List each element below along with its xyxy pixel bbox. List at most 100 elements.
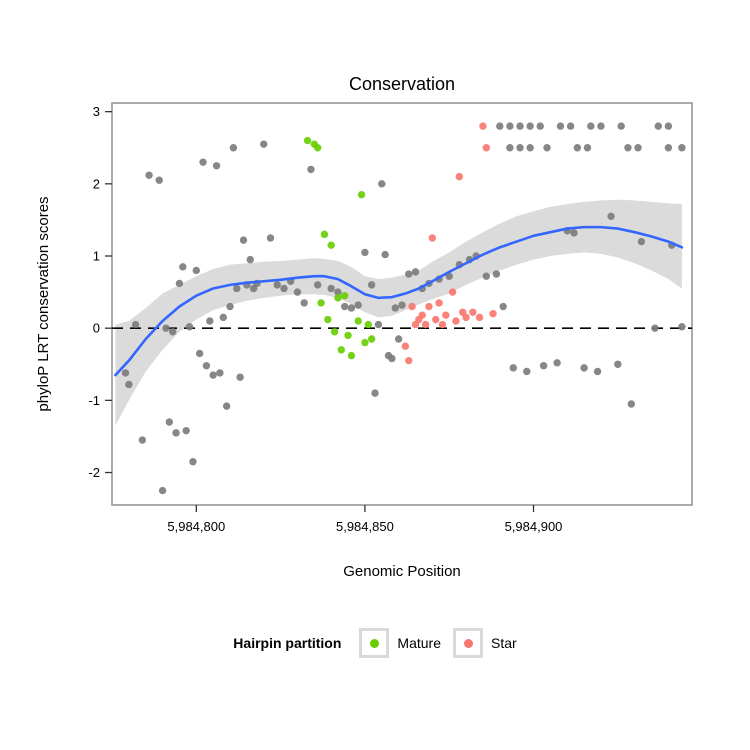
data-point-other — [246, 255, 254, 264]
y-tick-label: 0 — [93, 321, 100, 336]
chart-title: Conservation — [349, 74, 455, 94]
data-point-other — [226, 302, 234, 311]
data-point-other — [411, 268, 420, 276]
data-point-other — [216, 369, 224, 377]
data-point-other — [573, 144, 582, 152]
data-point-other — [583, 144, 592, 152]
data-point-star — [435, 299, 443, 307]
data-point-other — [222, 402, 231, 410]
data-point-mature — [340, 292, 349, 300]
data-point-other — [199, 158, 207, 166]
data-point-star — [469, 308, 477, 316]
legend-item-star: Star — [453, 628, 517, 658]
data-point-star — [425, 302, 433, 311]
data-point-other — [185, 323, 194, 331]
data-point-other — [158, 486, 167, 495]
data-point-other — [499, 302, 507, 311]
data-point-other — [155, 176, 163, 184]
data-point-other — [340, 302, 349, 311]
data-point-mature — [303, 136, 312, 145]
data-point-star — [408, 302, 416, 311]
data-point-other — [239, 236, 248, 244]
data-point-mature — [354, 317, 362, 325]
data-point-other — [182, 426, 190, 435]
data-point-other — [206, 317, 214, 325]
data-point-other — [233, 284, 241, 293]
data-point-other — [260, 140, 268, 148]
data-point-other — [334, 288, 342, 296]
data-point-other — [394, 335, 403, 343]
data-point-other — [506, 122, 514, 130]
data-point-other — [492, 270, 501, 278]
data-point-star — [401, 342, 410, 350]
data-point-other — [293, 288, 302, 296]
data-point-other — [580, 364, 588, 372]
star-dot-icon — [463, 638, 473, 648]
data-point-other — [300, 299, 308, 307]
data-point-other — [172, 429, 180, 437]
data-point-other — [229, 144, 238, 152]
x-axis-label: Genomic Position — [343, 563, 461, 580]
ribbon-area — [115, 199, 682, 426]
data-point-other — [367, 281, 376, 289]
data-point-other — [168, 328, 177, 336]
data-point-other — [526, 144, 534, 152]
data-point-other — [523, 367, 531, 376]
data-point-star — [418, 311, 426, 319]
data-point-star — [442, 311, 450, 319]
data-point-mature — [337, 346, 346, 354]
data-point-other — [627, 400, 636, 408]
data-point-other — [593, 367, 602, 376]
smooth-line-path — [114, 225, 684, 377]
x-axis: 5,984,800 5,984,850 5,984,900 — [167, 505, 562, 534]
data-point-other — [587, 122, 595, 130]
data-point-mature — [320, 230, 329, 239]
data-point-other — [516, 122, 524, 130]
y-tick-label: -1 — [88, 393, 100, 408]
legend-label-star: Star — [491, 635, 517, 651]
data-point-other — [236, 373, 244, 381]
data-point-other — [219, 313, 227, 322]
confidence-ribbon — [115, 199, 682, 426]
data-point-other — [273, 281, 281, 289]
data-point-other — [654, 122, 662, 130]
data-point-mature — [361, 338, 369, 347]
data-point-mature — [317, 299, 325, 307]
data-point-star — [438, 320, 447, 329]
data-point-other — [526, 122, 534, 130]
data-point-other — [209, 371, 217, 379]
y-axis-label: phyloP LRT conservation scores — [35, 196, 52, 411]
data-point-other — [624, 144, 632, 152]
data-point-other — [597, 122, 605, 130]
data-point-star — [432, 315, 440, 324]
data-point-mature — [330, 328, 339, 336]
data-point-other — [509, 364, 517, 372]
data-point-other — [266, 234, 275, 242]
data-point-other — [607, 212, 615, 221]
data-point-other — [543, 144, 551, 152]
data-point-mature — [357, 190, 366, 199]
data-point-other — [378, 180, 386, 188]
data-point-other — [539, 362, 548, 370]
data-point-mature — [344, 331, 352, 340]
data-point-other — [664, 122, 673, 130]
data-point-other — [637, 237, 646, 246]
data-point-mature — [367, 335, 376, 343]
data-point-other — [280, 284, 288, 293]
data-point-star — [448, 288, 457, 296]
data-point-other — [496, 122, 504, 130]
data-point-other — [138, 436, 147, 444]
data-point-other — [175, 279, 184, 288]
data-point-other — [553, 359, 561, 367]
data-point-star — [479, 122, 487, 130]
x-tick-label: 5,984,900 — [505, 519, 563, 534]
data-point-other — [313, 281, 322, 289]
data-point-other — [145, 171, 153, 179]
data-point-other — [361, 248, 369, 257]
data-point-star — [482, 144, 491, 152]
data-point-star — [452, 317, 460, 325]
data-point-other — [179, 263, 187, 271]
scatter-points — [121, 122, 686, 495]
data-point-other — [192, 266, 201, 275]
data-point-other — [202, 362, 211, 370]
